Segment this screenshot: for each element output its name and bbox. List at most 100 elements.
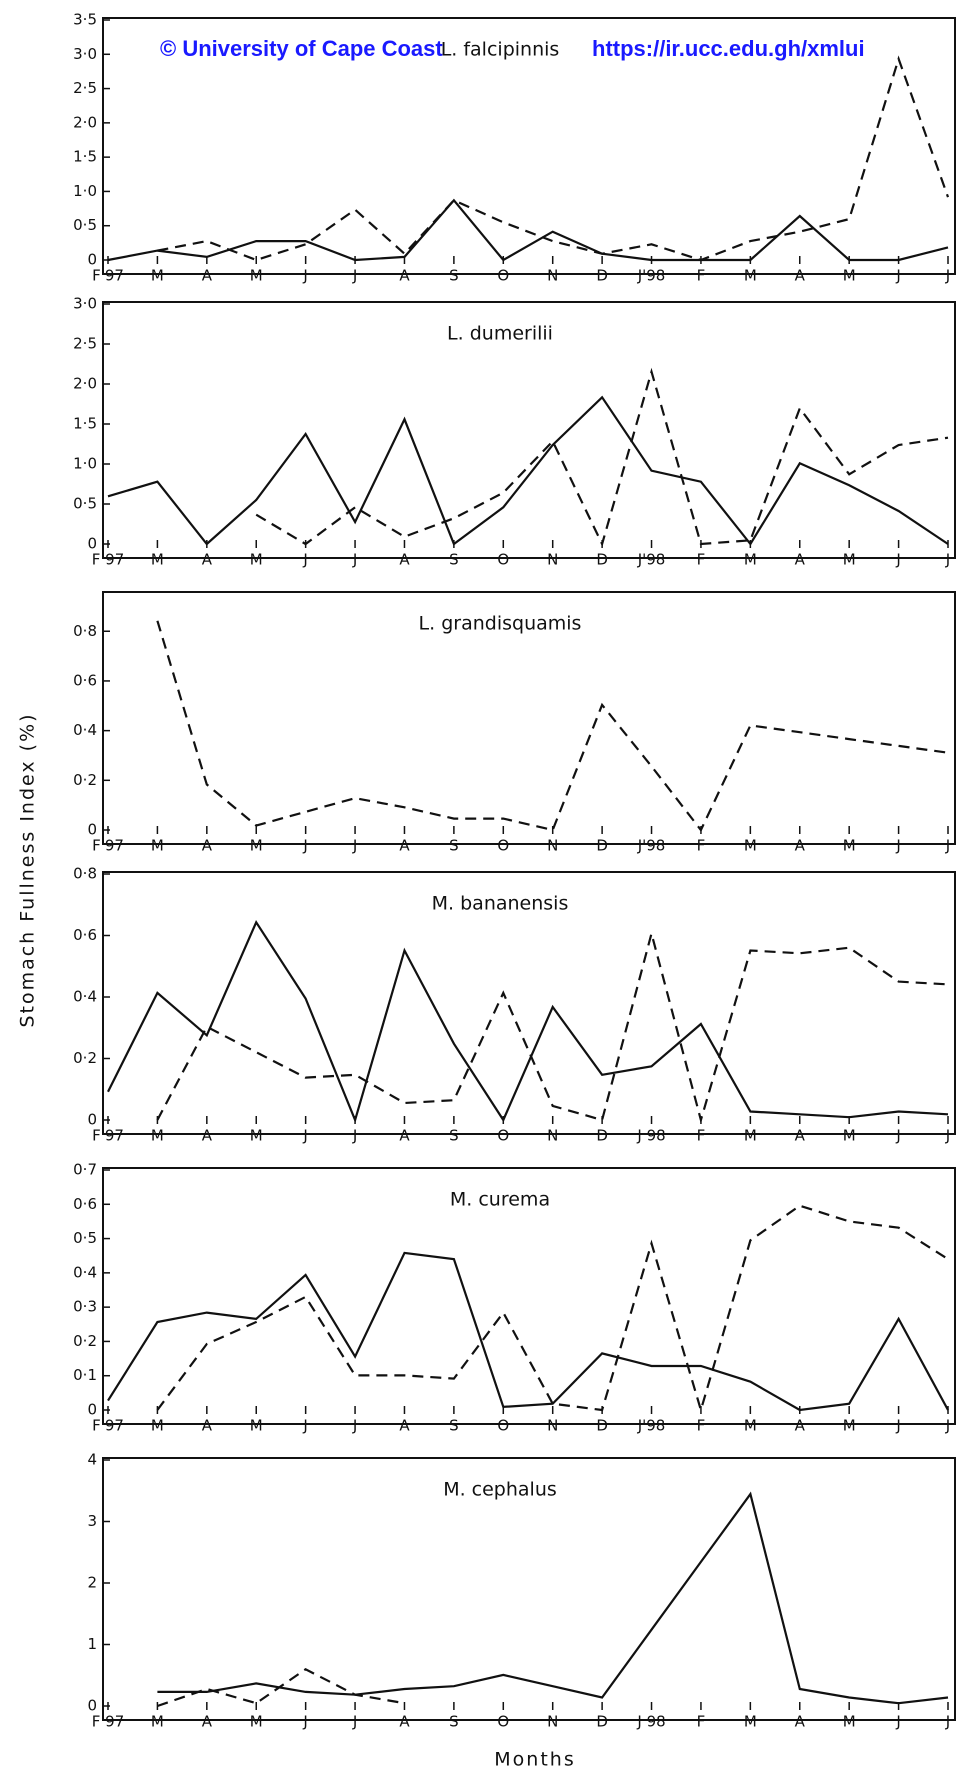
x-tick-label: J'98 bbox=[637, 837, 666, 855]
x-tick-label: A bbox=[795, 267, 806, 285]
data-line bbox=[107, 919, 949, 1124]
y-tick-label: 2·0 bbox=[73, 113, 97, 131]
panel-frame bbox=[102, 17, 956, 275]
y-tick-label: 0·6 bbox=[73, 671, 97, 689]
y-tick-label: 0·4 bbox=[73, 721, 97, 739]
x-tick-label: J bbox=[945, 1127, 950, 1145]
x-tick-label: J bbox=[352, 1417, 357, 1435]
x-tick-label: J bbox=[302, 837, 307, 855]
panel-frame bbox=[102, 871, 956, 1135]
x-tick-label: J bbox=[895, 837, 900, 855]
x-tick-label: M bbox=[843, 267, 856, 285]
x-tick-label: O bbox=[497, 1127, 509, 1145]
x-tick-label: D bbox=[596, 267, 608, 285]
x-tick-label: A bbox=[399, 551, 410, 569]
x-tick-label: D bbox=[596, 837, 608, 855]
x-tick-label: J bbox=[945, 267, 950, 285]
y-tick-label: 0 bbox=[87, 821, 97, 839]
x-tick-label: M bbox=[151, 1127, 164, 1145]
x-tick-label: M bbox=[744, 1713, 757, 1731]
x-tick-label: N bbox=[547, 1417, 558, 1435]
panel-frame bbox=[102, 301, 956, 559]
x-tick-label: A bbox=[795, 551, 806, 569]
watermark: https://ir.ucc.edu.gh/xmlui bbox=[592, 36, 865, 61]
data-line bbox=[157, 1491, 949, 1705]
x-tick-label: S bbox=[449, 267, 459, 285]
panel-frame bbox=[102, 1457, 956, 1721]
x-tick-label: J bbox=[945, 1417, 950, 1435]
data-line bbox=[107, 1251, 949, 1412]
x-tick-label: A bbox=[202, 837, 213, 855]
x-tick-label: J bbox=[302, 1713, 307, 1731]
x-tick-label: O bbox=[497, 1713, 509, 1731]
x-tick-label: A bbox=[399, 1127, 410, 1145]
y-tick-label: 1·0 bbox=[73, 182, 97, 200]
x-tick-label: J bbox=[302, 1417, 307, 1435]
y-tick-label: 0·2 bbox=[73, 771, 97, 789]
x-axis-label: Months bbox=[494, 1749, 575, 1771]
x-tick-label: D bbox=[596, 1417, 608, 1435]
y-tick-label: 1·5 bbox=[73, 415, 97, 433]
y-tick-label: 1·5 bbox=[73, 148, 97, 166]
x-tick-label: N bbox=[547, 551, 558, 569]
data-line bbox=[157, 55, 950, 262]
x-tick-label: J bbox=[302, 551, 307, 569]
x-tick-label: J bbox=[352, 1713, 357, 1731]
y-tick-label: 0 bbox=[87, 1697, 97, 1715]
y-tick-label: 3·0 bbox=[73, 45, 97, 63]
x-tick-label: M bbox=[744, 551, 757, 569]
x-tick-label: N bbox=[547, 1127, 558, 1145]
y-tick-label: 3·5 bbox=[73, 11, 97, 29]
x-tick-label: M bbox=[843, 551, 856, 569]
x-tick-label: J'98 bbox=[637, 551, 666, 569]
x-tick-label: O bbox=[497, 267, 509, 285]
y-tick-label: 0·2 bbox=[73, 1049, 97, 1067]
x-tick-label: A bbox=[399, 267, 410, 285]
x-tick-label: M bbox=[744, 1127, 757, 1145]
y-tick-label: 0 bbox=[87, 1401, 97, 1419]
y-tick-label: 0 bbox=[87, 535, 97, 553]
x-tick-label: M bbox=[744, 1417, 757, 1435]
x-tick-label: M bbox=[151, 1713, 164, 1731]
y-tick-label: 0 bbox=[87, 251, 97, 269]
y-tick-label: 4 bbox=[87, 1451, 97, 1469]
x-tick-label: A bbox=[202, 551, 213, 569]
x-tick-label: N bbox=[547, 837, 558, 855]
x-tick-label: J bbox=[895, 1417, 900, 1435]
panel-title: L. grandisquamis bbox=[419, 613, 582, 635]
x-tick-label: S bbox=[449, 1127, 459, 1145]
x-tick-label: J bbox=[302, 1127, 307, 1145]
x-tick-label: M bbox=[250, 1417, 263, 1435]
x-tick-label: M bbox=[744, 837, 757, 855]
y-tick-label: 0·4 bbox=[73, 1263, 97, 1281]
x-tick-label: M bbox=[250, 1713, 263, 1731]
data-line bbox=[156, 929, 949, 1125]
x-tick-label: J bbox=[895, 1713, 900, 1731]
watermark: © University of Cape Coast bbox=[160, 36, 443, 61]
data-line bbox=[156, 620, 949, 833]
x-tick-label: A bbox=[399, 837, 410, 855]
data-line bbox=[156, 1204, 949, 1414]
x-tick-label: D bbox=[596, 1127, 608, 1145]
x-tick-label: F bbox=[697, 1127, 706, 1145]
x-tick-label: A bbox=[399, 1417, 410, 1435]
x-tick-label: J'98 bbox=[637, 1417, 666, 1435]
x-tick-label: M bbox=[151, 1417, 164, 1435]
x-tick-label: J bbox=[352, 837, 357, 855]
x-tick-label: J 98 bbox=[636, 1713, 665, 1731]
x-tick-label: M bbox=[744, 267, 757, 285]
y-tick-label: 0·5 bbox=[73, 216, 97, 234]
x-tick-label: A bbox=[795, 1127, 806, 1145]
x-tick-label: F bbox=[697, 837, 706, 855]
x-tick-label: A bbox=[399, 1713, 410, 1731]
panel-title: M. cephalus bbox=[443, 1479, 557, 1501]
x-tick-label: M bbox=[250, 1127, 263, 1145]
y-tick-label: 1 bbox=[87, 1635, 97, 1653]
x-tick-label: A bbox=[202, 1127, 213, 1145]
x-tick-label: A bbox=[795, 837, 806, 855]
x-tick-label: J bbox=[895, 267, 900, 285]
x-tick-label: D bbox=[596, 551, 608, 569]
x-tick-label: J bbox=[352, 267, 357, 285]
y-tick-label: 0·7 bbox=[73, 1161, 97, 1179]
